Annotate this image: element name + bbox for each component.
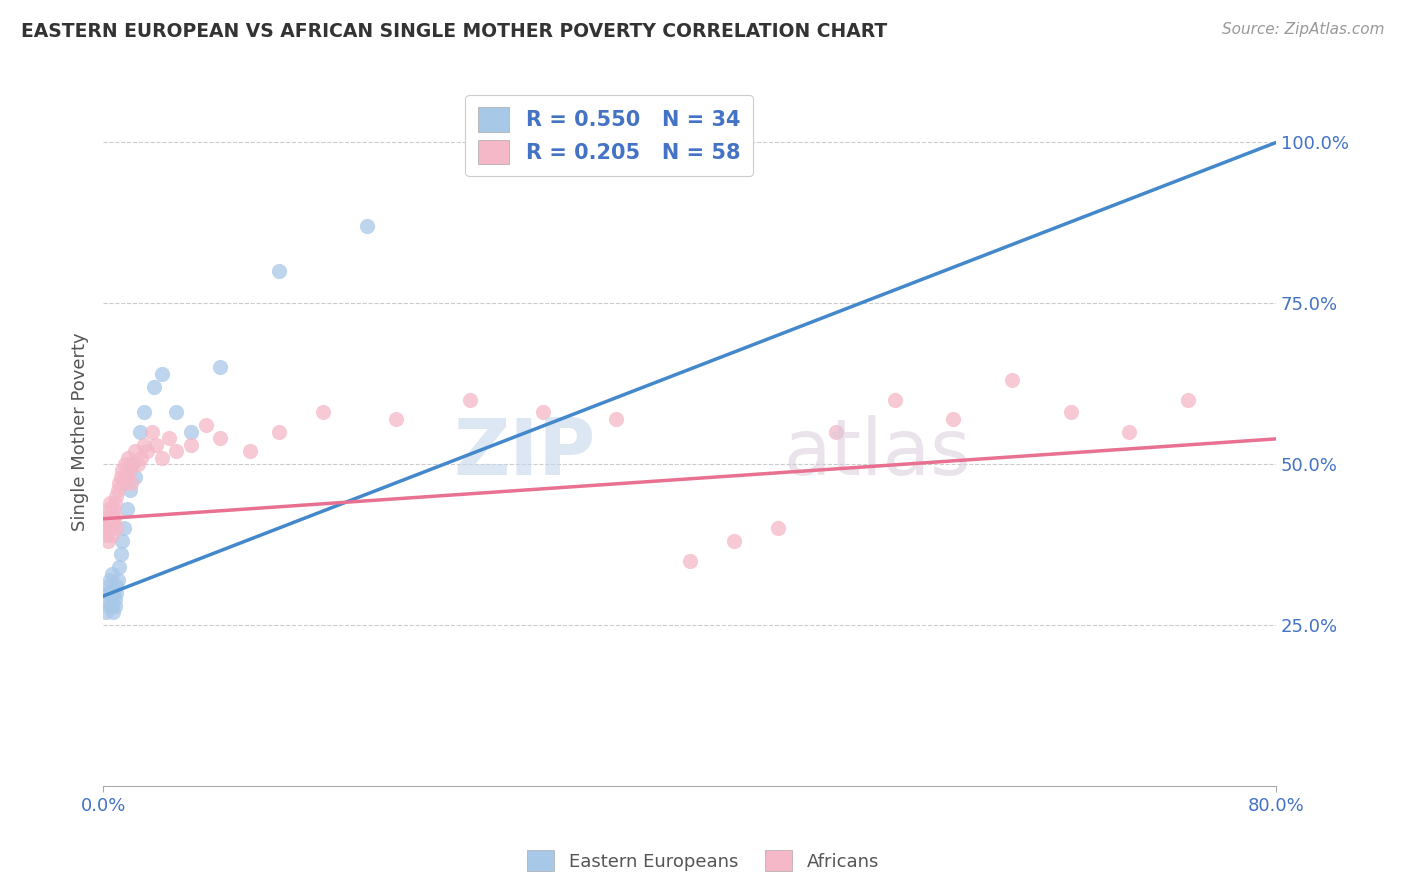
- Point: [96, 586, 118, 600]
- Point: [104, 508, 127, 523]
- Point: [101, 599, 124, 613]
- Point: [101, 528, 124, 542]
- Point: [1177, 392, 1199, 407]
- Point: [104, 496, 127, 510]
- Y-axis label: Single Mother Poverty: Single Mother Poverty: [72, 333, 89, 531]
- Point: [100, 515, 122, 529]
- Point: [209, 360, 232, 375]
- Point: [112, 521, 135, 535]
- Point: [239, 444, 262, 458]
- Point: [103, 515, 125, 529]
- Point: [121, 457, 143, 471]
- Point: [605, 412, 627, 426]
- Point: [103, 502, 125, 516]
- Point: [107, 573, 129, 587]
- Point: [111, 534, 134, 549]
- Point: [267, 425, 290, 439]
- Point: [678, 554, 700, 568]
- Point: [134, 438, 156, 452]
- Point: [267, 264, 290, 278]
- Point: [883, 392, 905, 407]
- Point: [115, 502, 138, 516]
- Point: [128, 425, 150, 439]
- Point: [165, 405, 187, 419]
- Point: [458, 392, 481, 407]
- Point: [678, 141, 700, 155]
- Point: [1001, 373, 1024, 387]
- Point: [180, 438, 202, 452]
- Point: [117, 450, 139, 465]
- Text: EASTERN EUROPEAN VS AFRICAN SINGLE MOTHER POVERTY CORRELATION CHART: EASTERN EUROPEAN VS AFRICAN SINGLE MOTHE…: [21, 22, 887, 41]
- Point: [157, 431, 180, 445]
- Point: [356, 219, 378, 233]
- Point: [531, 405, 554, 419]
- Point: [118, 463, 141, 477]
- Point: [101, 566, 124, 581]
- Point: [145, 438, 167, 452]
- Point: [100, 573, 122, 587]
- Point: [105, 579, 128, 593]
- Point: [101, 508, 124, 523]
- Point: [104, 599, 127, 613]
- Point: [124, 444, 146, 458]
- Point: [129, 450, 152, 465]
- Point: [100, 496, 122, 510]
- Text: atlas: atlas: [783, 415, 972, 491]
- Point: [209, 431, 232, 445]
- Text: Source: ZipAtlas.com: Source: ZipAtlas.com: [1222, 22, 1385, 37]
- Point: [93, 521, 115, 535]
- Point: [105, 521, 128, 535]
- Point: [1060, 405, 1083, 419]
- Text: ZIP: ZIP: [454, 415, 596, 491]
- Point: [110, 470, 132, 484]
- Point: [104, 592, 127, 607]
- Point: [942, 412, 965, 426]
- Point: [98, 502, 121, 516]
- Point: [121, 457, 143, 471]
- Point: [110, 547, 132, 561]
- Point: [118, 483, 141, 497]
- Point: [143, 380, 166, 394]
- Point: [825, 425, 848, 439]
- Point: [111, 463, 134, 477]
- Point: [100, 586, 122, 600]
- Point: [141, 425, 163, 439]
- Point: [107, 483, 129, 497]
- Point: [98, 599, 121, 613]
- Point: [766, 521, 789, 535]
- Point: [96, 592, 118, 607]
- Point: [723, 534, 745, 549]
- Point: [103, 586, 125, 600]
- Point: [108, 560, 131, 574]
- Point: [165, 444, 187, 458]
- Legend: Eastern Europeans, Africans: Eastern Europeans, Africans: [520, 843, 886, 879]
- Point: [94, 515, 117, 529]
- Point: [108, 476, 131, 491]
- Point: [150, 450, 173, 465]
- Point: [136, 444, 159, 458]
- Point: [180, 425, 202, 439]
- Point: [115, 470, 138, 484]
- Point: [105, 489, 128, 503]
- Point: [96, 508, 118, 523]
- Point: [312, 405, 335, 419]
- Point: [1118, 425, 1140, 439]
- Point: [114, 457, 136, 471]
- Point: [98, 579, 121, 593]
- Point: [194, 418, 217, 433]
- Point: [127, 457, 149, 471]
- Legend: R = 0.550   N = 34, R = 0.205   N = 58: R = 0.550 N = 34, R = 0.205 N = 58: [465, 95, 752, 177]
- Point: [134, 405, 156, 419]
- Point: [105, 586, 128, 600]
- Point: [120, 476, 142, 491]
- Point: [94, 605, 117, 619]
- Point: [96, 534, 118, 549]
- Point: [112, 476, 135, 491]
- Point: [94, 528, 117, 542]
- Point: [98, 521, 121, 535]
- Point: [103, 605, 125, 619]
- Point: [124, 470, 146, 484]
- Point: [385, 412, 408, 426]
- Point: [150, 367, 173, 381]
